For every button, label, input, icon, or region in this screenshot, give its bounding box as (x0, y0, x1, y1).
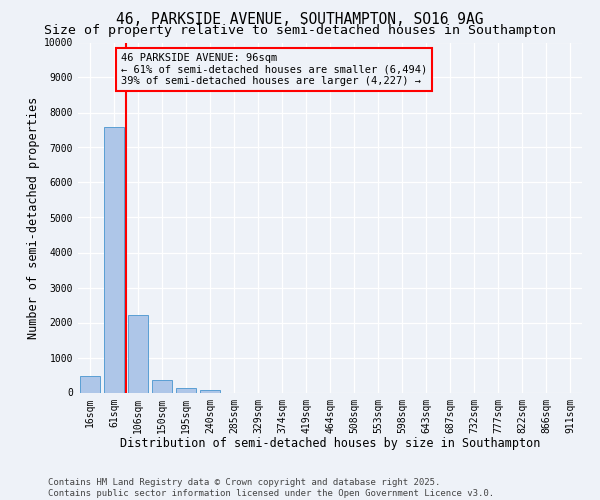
Text: 46, PARKSIDE AVENUE, SOUTHAMPTON, SO16 9AG: 46, PARKSIDE AVENUE, SOUTHAMPTON, SO16 9… (116, 12, 484, 28)
Bar (128, 315, 148, 392)
Text: Size of property relative to semi-detached houses in Southampton: Size of property relative to semi-detach… (44, 24, 556, 37)
Text: 46 PARKSIDE AVENUE: 96sqm
← 61% of semi-detached houses are smaller (6,494)
39% : 46 PARKSIDE AVENUE: 96sqm ← 61% of semi-… (121, 53, 427, 86)
Text: Contains HM Land Registry data © Crown copyright and database right 2025.
Contai: Contains HM Land Registry data © Crown c… (48, 478, 494, 498)
X-axis label: Distribution of semi-detached houses by size in Southampton: Distribution of semi-detached houses by … (120, 437, 540, 450)
Bar (104, 127, 124, 392)
Bar (152, 380, 172, 392)
Y-axis label: Number of semi-detached properties: Number of semi-detached properties (26, 96, 40, 338)
Bar (80, 376, 100, 392)
Bar (200, 390, 220, 392)
Bar (176, 388, 196, 392)
